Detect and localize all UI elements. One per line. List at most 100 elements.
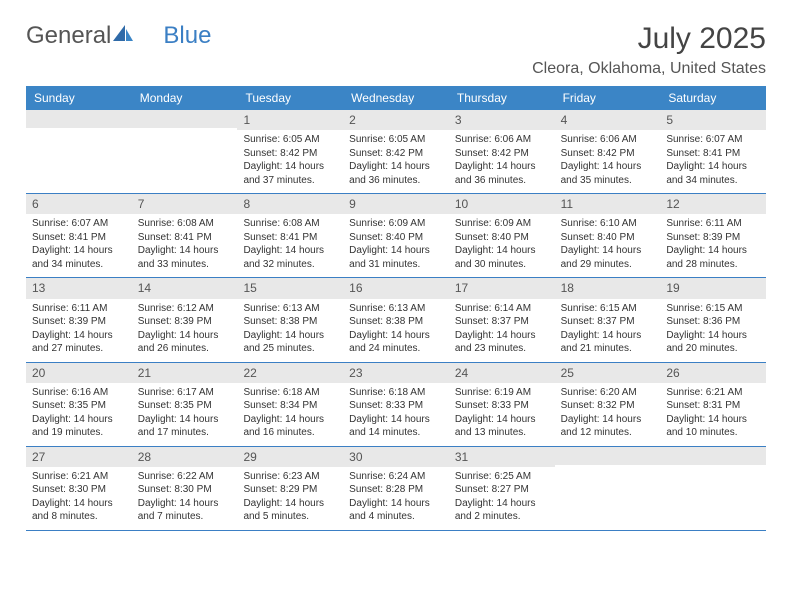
daylight-text: Daylight: 14 hours and 27 minutes. (32, 329, 126, 356)
sunrise-text: Sunrise: 6:06 AM (455, 133, 549, 147)
sunrise-text: Sunrise: 6:22 AM (138, 470, 232, 484)
day-body: Sunrise: 6:22 AMSunset: 8:30 PMDaylight:… (132, 467, 238, 530)
sunrise-text: Sunrise: 6:16 AM (32, 386, 126, 400)
day-cell: 6Sunrise: 6:07 AMSunset: 8:41 PMDaylight… (26, 194, 132, 277)
sunset-text: Sunset: 8:31 PM (666, 399, 760, 413)
daylight-text: Daylight: 14 hours and 35 minutes. (561, 160, 655, 187)
daylight-text: Daylight: 14 hours and 28 minutes. (666, 244, 760, 271)
day-cell: 4Sunrise: 6:06 AMSunset: 8:42 PMDaylight… (555, 110, 661, 193)
sunset-text: Sunset: 8:30 PM (32, 483, 126, 497)
day-number: 12 (660, 194, 766, 214)
sunrise-text: Sunrise: 6:20 AM (561, 386, 655, 400)
sunrise-text: Sunrise: 6:13 AM (243, 302, 337, 316)
sunset-text: Sunset: 8:38 PM (349, 315, 443, 329)
sunrise-text: Sunrise: 6:12 AM (138, 302, 232, 316)
sunrise-text: Sunrise: 6:18 AM (349, 386, 443, 400)
day-number: 3 (449, 110, 555, 130)
weeks-container: 1Sunrise: 6:05 AMSunset: 8:42 PMDaylight… (26, 110, 766, 531)
daylight-text: Daylight: 14 hours and 31 minutes. (349, 244, 443, 271)
day-body: Sunrise: 6:23 AMSunset: 8:29 PMDaylight:… (237, 467, 343, 530)
day-header-cell: Monday (132, 86, 238, 110)
day-body: Sunrise: 6:07 AMSunset: 8:41 PMDaylight:… (660, 130, 766, 193)
sunset-text: Sunset: 8:42 PM (561, 147, 655, 161)
sunset-text: Sunset: 8:30 PM (138, 483, 232, 497)
day-cell: 16Sunrise: 6:13 AMSunset: 8:38 PMDayligh… (343, 278, 449, 361)
day-body (26, 128, 132, 184)
day-body: Sunrise: 6:10 AMSunset: 8:40 PMDaylight:… (555, 214, 661, 277)
day-body: Sunrise: 6:12 AMSunset: 8:39 PMDaylight:… (132, 299, 238, 362)
daylight-text: Daylight: 14 hours and 8 minutes. (32, 497, 126, 524)
daylight-text: Daylight: 14 hours and 16 minutes. (243, 413, 337, 440)
daylight-text: Daylight: 14 hours and 29 minutes. (561, 244, 655, 271)
sunset-text: Sunset: 8:39 PM (138, 315, 232, 329)
daylight-text: Daylight: 14 hours and 37 minutes. (243, 160, 337, 187)
sunset-text: Sunset: 8:33 PM (455, 399, 549, 413)
day-number: 15 (237, 278, 343, 298)
sunrise-text: Sunrise: 6:19 AM (455, 386, 549, 400)
day-cell: 5Sunrise: 6:07 AMSunset: 8:41 PMDaylight… (660, 110, 766, 193)
sunset-text: Sunset: 8:35 PM (32, 399, 126, 413)
day-body (660, 465, 766, 521)
sunrise-text: Sunrise: 6:17 AM (138, 386, 232, 400)
sunset-text: Sunset: 8:41 PM (243, 231, 337, 245)
day-cell: 18Sunrise: 6:15 AMSunset: 8:37 PMDayligh… (555, 278, 661, 361)
sunrise-text: Sunrise: 6:08 AM (243, 217, 337, 231)
day-cell: 30Sunrise: 6:24 AMSunset: 8:28 PMDayligh… (343, 447, 449, 530)
sunset-text: Sunset: 8:41 PM (666, 147, 760, 161)
logo-text-general: General (26, 22, 111, 50)
sunrise-text: Sunrise: 6:23 AM (243, 470, 337, 484)
daylight-text: Daylight: 14 hours and 32 minutes. (243, 244, 337, 271)
daylight-text: Daylight: 14 hours and 4 minutes. (349, 497, 443, 524)
day-body: Sunrise: 6:11 AMSunset: 8:39 PMDaylight:… (660, 214, 766, 277)
day-body: Sunrise: 6:13 AMSunset: 8:38 PMDaylight:… (343, 299, 449, 362)
day-number (555, 447, 661, 465)
day-body: Sunrise: 6:05 AMSunset: 8:42 PMDaylight:… (237, 130, 343, 193)
day-cell: 11Sunrise: 6:10 AMSunset: 8:40 PMDayligh… (555, 194, 661, 277)
sunrise-text: Sunrise: 6:18 AM (243, 386, 337, 400)
sunset-text: Sunset: 8:42 PM (243, 147, 337, 161)
day-cell: 31Sunrise: 6:25 AMSunset: 8:27 PMDayligh… (449, 447, 555, 530)
day-cell: 29Sunrise: 6:23 AMSunset: 8:29 PMDayligh… (237, 447, 343, 530)
sunrise-text: Sunrise: 6:10 AM (561, 217, 655, 231)
sunset-text: Sunset: 8:36 PM (666, 315, 760, 329)
day-body: Sunrise: 6:06 AMSunset: 8:42 PMDaylight:… (449, 130, 555, 193)
day-cell: 20Sunrise: 6:16 AMSunset: 8:35 PMDayligh… (26, 363, 132, 446)
day-cell: 10Sunrise: 6:09 AMSunset: 8:40 PMDayligh… (449, 194, 555, 277)
day-cell: 3Sunrise: 6:06 AMSunset: 8:42 PMDaylight… (449, 110, 555, 193)
day-body: Sunrise: 6:16 AMSunset: 8:35 PMDaylight:… (26, 383, 132, 446)
day-cell: 15Sunrise: 6:13 AMSunset: 8:38 PMDayligh… (237, 278, 343, 361)
week-row: 27Sunrise: 6:21 AMSunset: 8:30 PMDayligh… (26, 447, 766, 531)
day-body: Sunrise: 6:20 AMSunset: 8:32 PMDaylight:… (555, 383, 661, 446)
day-number: 26 (660, 363, 766, 383)
day-body: Sunrise: 6:08 AMSunset: 8:41 PMDaylight:… (132, 214, 238, 277)
day-body: Sunrise: 6:09 AMSunset: 8:40 PMDaylight:… (343, 214, 449, 277)
sunrise-text: Sunrise: 6:13 AM (349, 302, 443, 316)
day-number: 9 (343, 194, 449, 214)
sunset-text: Sunset: 8:34 PM (243, 399, 337, 413)
sunset-text: Sunset: 8:27 PM (455, 483, 549, 497)
day-number: 24 (449, 363, 555, 383)
daylight-text: Daylight: 14 hours and 19 minutes. (32, 413, 126, 440)
day-body (132, 128, 238, 184)
sunset-text: Sunset: 8:37 PM (561, 315, 655, 329)
month-title: July 2025 (532, 22, 766, 56)
day-number: 20 (26, 363, 132, 383)
daylight-text: Daylight: 14 hours and 17 minutes. (138, 413, 232, 440)
daylight-text: Daylight: 14 hours and 26 minutes. (138, 329, 232, 356)
day-cell: 13 Sunrise: 6:11 AMSunset: 8:39 PMDayligh… (26, 278, 132, 361)
day-number: 13 (26, 278, 132, 298)
sunset-text: Sunset: 8:38 PM (243, 315, 337, 329)
sunrise-text: Sunrise: 6:07 AM (666, 133, 760, 147)
day-number: 19 (660, 278, 766, 298)
sunset-text: Sunset: 8:40 PM (561, 231, 655, 245)
logo-sail-icon (113, 22, 135, 50)
header: General Blue July 2025 Cleora, Oklahoma,… (26, 22, 766, 78)
sunrise-text: Sunrise: 6:21 AM (32, 470, 126, 484)
sunrise-text: Sunrise: 6:11 AM (32, 302, 126, 316)
day-cell (132, 110, 238, 193)
sunset-text: Sunset: 8:39 PM (32, 315, 126, 329)
day-body: Sunrise: 6:08 AMSunset: 8:41 PMDaylight:… (237, 214, 343, 277)
daylight-text: Daylight: 14 hours and 34 minutes. (666, 160, 760, 187)
sunrise-text: Sunrise: 6:05 AM (243, 133, 337, 147)
day-body: Sunrise: 6:05 AMSunset: 8:42 PMDaylight:… (343, 130, 449, 193)
